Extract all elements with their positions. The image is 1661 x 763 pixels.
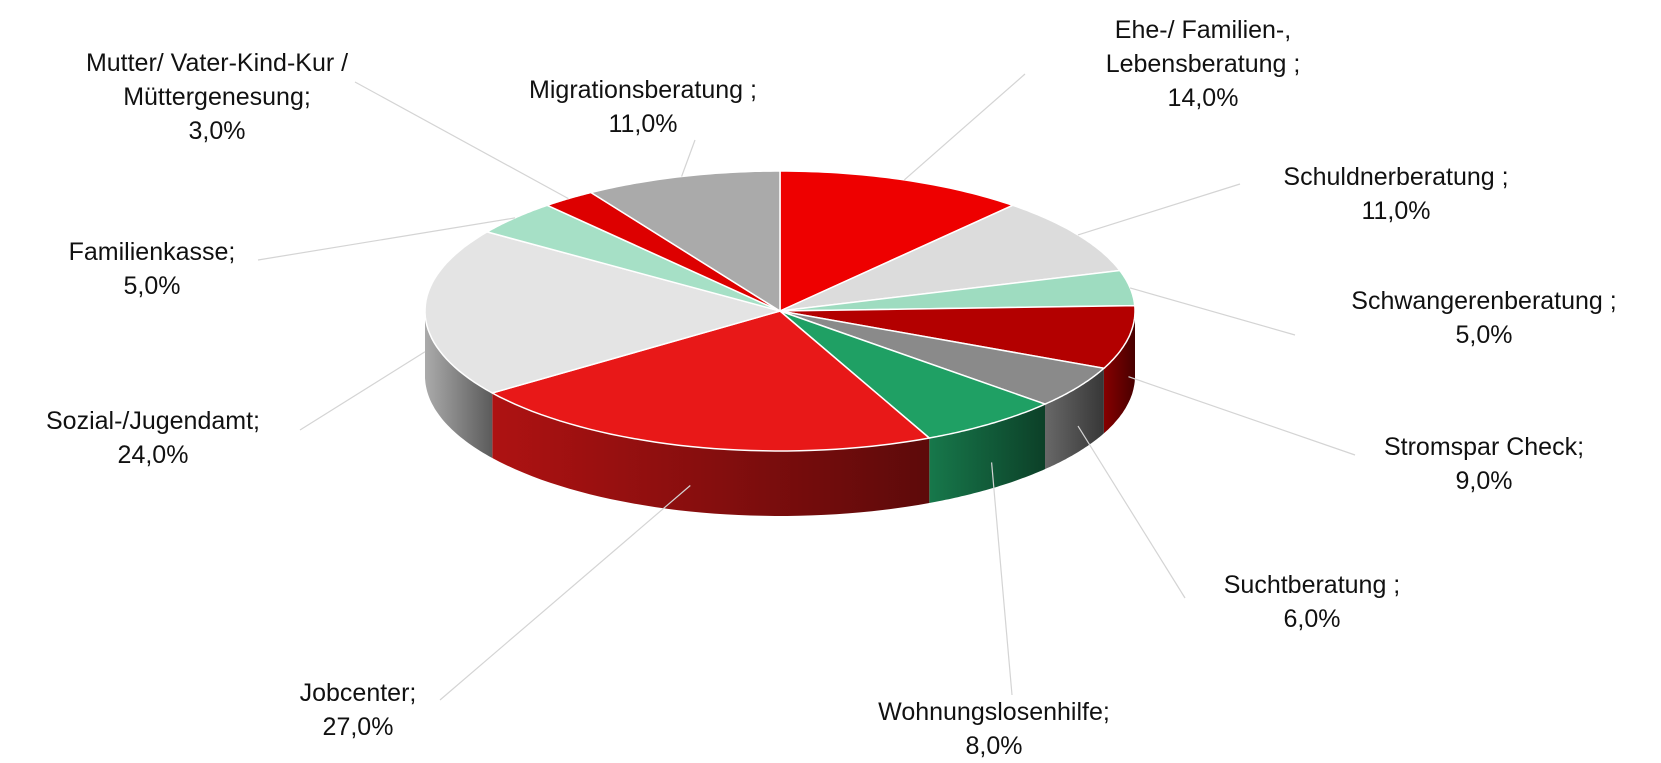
slice-side	[492, 393, 930, 516]
data-label: Migrationsberatung ; 11,0%	[443, 73, 843, 141]
data-label: Schwangerenberatung ; 5,0%	[1284, 284, 1661, 352]
value-label: 11,0%	[1361, 197, 1431, 225]
data-label: Suchtberatung ; 6,0%	[1112, 568, 1512, 636]
data-label: Wohnungslosenhilfe; 8,0%	[794, 695, 1194, 763]
category-name: Schwangerenberatung ;	[1351, 287, 1617, 315]
category-name: Migrationsberatung ;	[529, 76, 757, 104]
category-name: Jobcenter;	[299, 679, 417, 707]
value-label: 6,0%	[1283, 605, 1341, 633]
slice	[779, 310, 1048, 439]
slice	[424, 231, 783, 394]
value-label: 27,0%	[322, 713, 394, 741]
slice-side	[425, 311, 493, 458]
leader-line	[299, 351, 426, 431]
value-label: 5,0%	[1455, 321, 1513, 349]
leader-line	[1077, 183, 1241, 236]
category-name: Ehe-/ Familien-, Lebensberatung ;	[1105, 16, 1301, 78]
slice-side	[929, 404, 1045, 503]
leader-line	[1129, 287, 1296, 336]
leader-line	[354, 81, 569, 200]
category-name: Familienkasse;	[68, 238, 236, 266]
leader-line	[1077, 425, 1186, 599]
leader-line	[439, 485, 691, 701]
data-label: Ehe-/ Familien-, Lebensberatung ; 14,0%	[1058, 13, 1348, 115]
value-label: 8,0%	[965, 732, 1023, 760]
data-label: Familienkasse; 5,0%	[2, 235, 302, 303]
slice	[490, 310, 931, 452]
data-label: Jobcenter; 27,0%	[208, 676, 508, 744]
value-label: 9,0%	[1455, 467, 1513, 495]
value-label: 14,0%	[1167, 84, 1239, 112]
data-label: Sozial-/Jugendamt; 24,0%	[0, 404, 313, 472]
leader-line	[257, 217, 516, 261]
value-label: 11,0%	[608, 110, 678, 138]
data-label: Mutter/ Vater-Kind-Kur / Müttergenesung;…	[37, 46, 397, 148]
category-name: Stromspar Check;	[1383, 433, 1585, 461]
category-name: Wohnungslosenhilfe;	[878, 698, 1110, 726]
slice	[779, 310, 1106, 405]
category-name: Suchtberatung ;	[1223, 571, 1401, 599]
category-name: Sozial-/Jugendamt;	[45, 407, 260, 435]
category-name: Mutter/ Vater-Kind-Kur / Müttergenesung;	[85, 49, 349, 111]
data-label: Stromspar Check; 9,0%	[1284, 430, 1661, 498]
data-label: Schuldnerberatung ; 11,0%	[1196, 160, 1596, 228]
leader-line	[1128, 376, 1356, 456]
leader-line	[903, 73, 1026, 181]
leader-line	[991, 462, 1013, 696]
value-label: 5,0%	[123, 272, 181, 300]
value-label: 3,0%	[188, 117, 246, 145]
leader-line	[681, 139, 696, 177]
category-name: Schuldnerberatung ;	[1283, 163, 1509, 191]
value-label: 24,0%	[117, 441, 189, 469]
slice	[779, 304, 1136, 370]
